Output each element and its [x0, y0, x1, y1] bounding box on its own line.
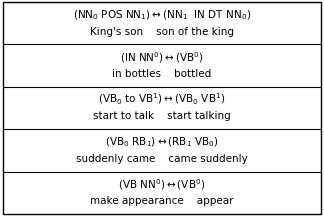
Text: King's son    son of the king: King's son son of the king [90, 27, 234, 37]
Text: make appearance    appear: make appearance appear [90, 196, 234, 206]
Text: (VB$_0$ RB$_1$)$\leftrightarrow$(RB$_1$ VB$_0$): (VB$_0$ RB$_1$)$\leftrightarrow$(RB$_1$ … [105, 135, 219, 149]
Text: start to talk    start talking: start to talk start talking [93, 111, 231, 121]
Text: in bottles    bottled: in bottles bottled [112, 69, 212, 79]
Text: suddenly came    came suddenly: suddenly came came suddenly [76, 154, 248, 164]
Text: (VB NN$^0$)$\leftrightarrow$(VB$^0$): (VB NN$^0$)$\leftrightarrow$(VB$^0$) [118, 177, 206, 192]
Text: (VB$_0$ to VB$^1$)$\leftrightarrow$(VB$_0$ VB$^1$): (VB$_0$ to VB$^1$)$\leftrightarrow$(VB$_… [98, 92, 226, 107]
Text: (IN NN$^0$)$\leftrightarrow$(VB$^0$): (IN NN$^0$)$\leftrightarrow$(VB$^0$) [120, 50, 204, 65]
Text: (NN$_0$ POS NN$_1$)$\leftrightarrow$(NN$_1$  IN DT NN$_0$): (NN$_0$ POS NN$_1$)$\leftrightarrow$(NN$… [73, 8, 251, 22]
